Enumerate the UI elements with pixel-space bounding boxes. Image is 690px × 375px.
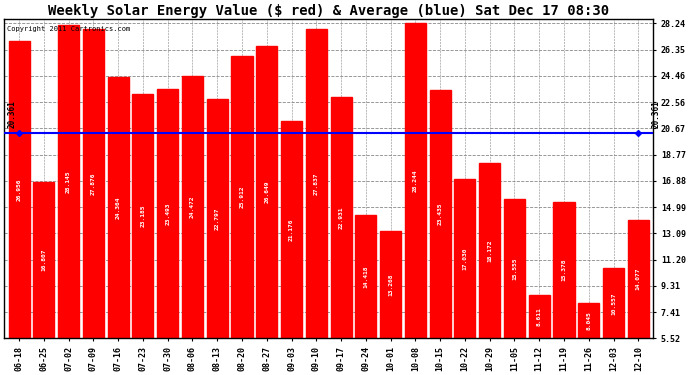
- Bar: [504, 199, 525, 338]
- Bar: [157, 89, 178, 338]
- Bar: [355, 215, 376, 338]
- Bar: [8, 41, 30, 338]
- Bar: [529, 296, 550, 338]
- Text: 21.176: 21.176: [289, 219, 294, 241]
- Text: 20.361: 20.361: [8, 101, 17, 129]
- Bar: [455, 179, 475, 338]
- Text: 20.361: 20.361: [652, 101, 661, 129]
- Text: 23.435: 23.435: [437, 203, 443, 225]
- Bar: [108, 77, 128, 338]
- Text: 15.378: 15.378: [562, 259, 566, 281]
- Text: 24.472: 24.472: [190, 196, 195, 218]
- Text: 25.912: 25.912: [239, 186, 244, 208]
- Text: 16.807: 16.807: [41, 249, 46, 271]
- Text: 17.030: 17.030: [462, 247, 467, 270]
- Text: 23.185: 23.185: [140, 205, 146, 227]
- Bar: [281, 122, 302, 338]
- Bar: [578, 303, 600, 338]
- Bar: [207, 99, 228, 338]
- Bar: [479, 163, 500, 338]
- Text: 24.364: 24.364: [116, 196, 121, 219]
- Text: 13.268: 13.268: [388, 273, 393, 296]
- Text: 14.418: 14.418: [364, 266, 368, 288]
- Text: 14.077: 14.077: [635, 268, 641, 290]
- Bar: [83, 28, 104, 338]
- Text: 22.797: 22.797: [215, 207, 219, 230]
- Text: 8.045: 8.045: [586, 311, 591, 330]
- Bar: [603, 268, 624, 338]
- Bar: [405, 23, 426, 338]
- Bar: [553, 202, 575, 338]
- Bar: [33, 182, 55, 338]
- Bar: [58, 25, 79, 338]
- Text: 18.172: 18.172: [487, 239, 492, 262]
- Bar: [430, 90, 451, 338]
- Text: 28.145: 28.145: [66, 170, 71, 193]
- Bar: [306, 29, 327, 338]
- Text: 10.557: 10.557: [611, 292, 616, 315]
- Bar: [231, 56, 253, 338]
- Text: 27.837: 27.837: [314, 172, 319, 195]
- Bar: [256, 45, 277, 338]
- Text: 22.931: 22.931: [339, 206, 344, 229]
- Text: 28.244: 28.244: [413, 170, 418, 192]
- Text: 26.956: 26.956: [17, 178, 21, 201]
- Bar: [331, 97, 352, 338]
- Bar: [182, 76, 203, 338]
- Text: 23.493: 23.493: [165, 202, 170, 225]
- Bar: [628, 220, 649, 338]
- Text: 26.649: 26.649: [264, 181, 269, 203]
- Bar: [380, 231, 401, 338]
- Text: Copyright 2011 Cartronics.com: Copyright 2011 Cartronics.com: [8, 26, 130, 32]
- Text: 8.611: 8.611: [537, 308, 542, 326]
- Title: Weekly Solar Energy Value ($ red) & Average (blue) Sat Dec 17 08:30: Weekly Solar Energy Value ($ red) & Aver…: [48, 4, 609, 18]
- Text: 27.876: 27.876: [91, 172, 96, 195]
- Bar: [132, 93, 153, 338]
- Text: 15.555: 15.555: [512, 258, 517, 280]
